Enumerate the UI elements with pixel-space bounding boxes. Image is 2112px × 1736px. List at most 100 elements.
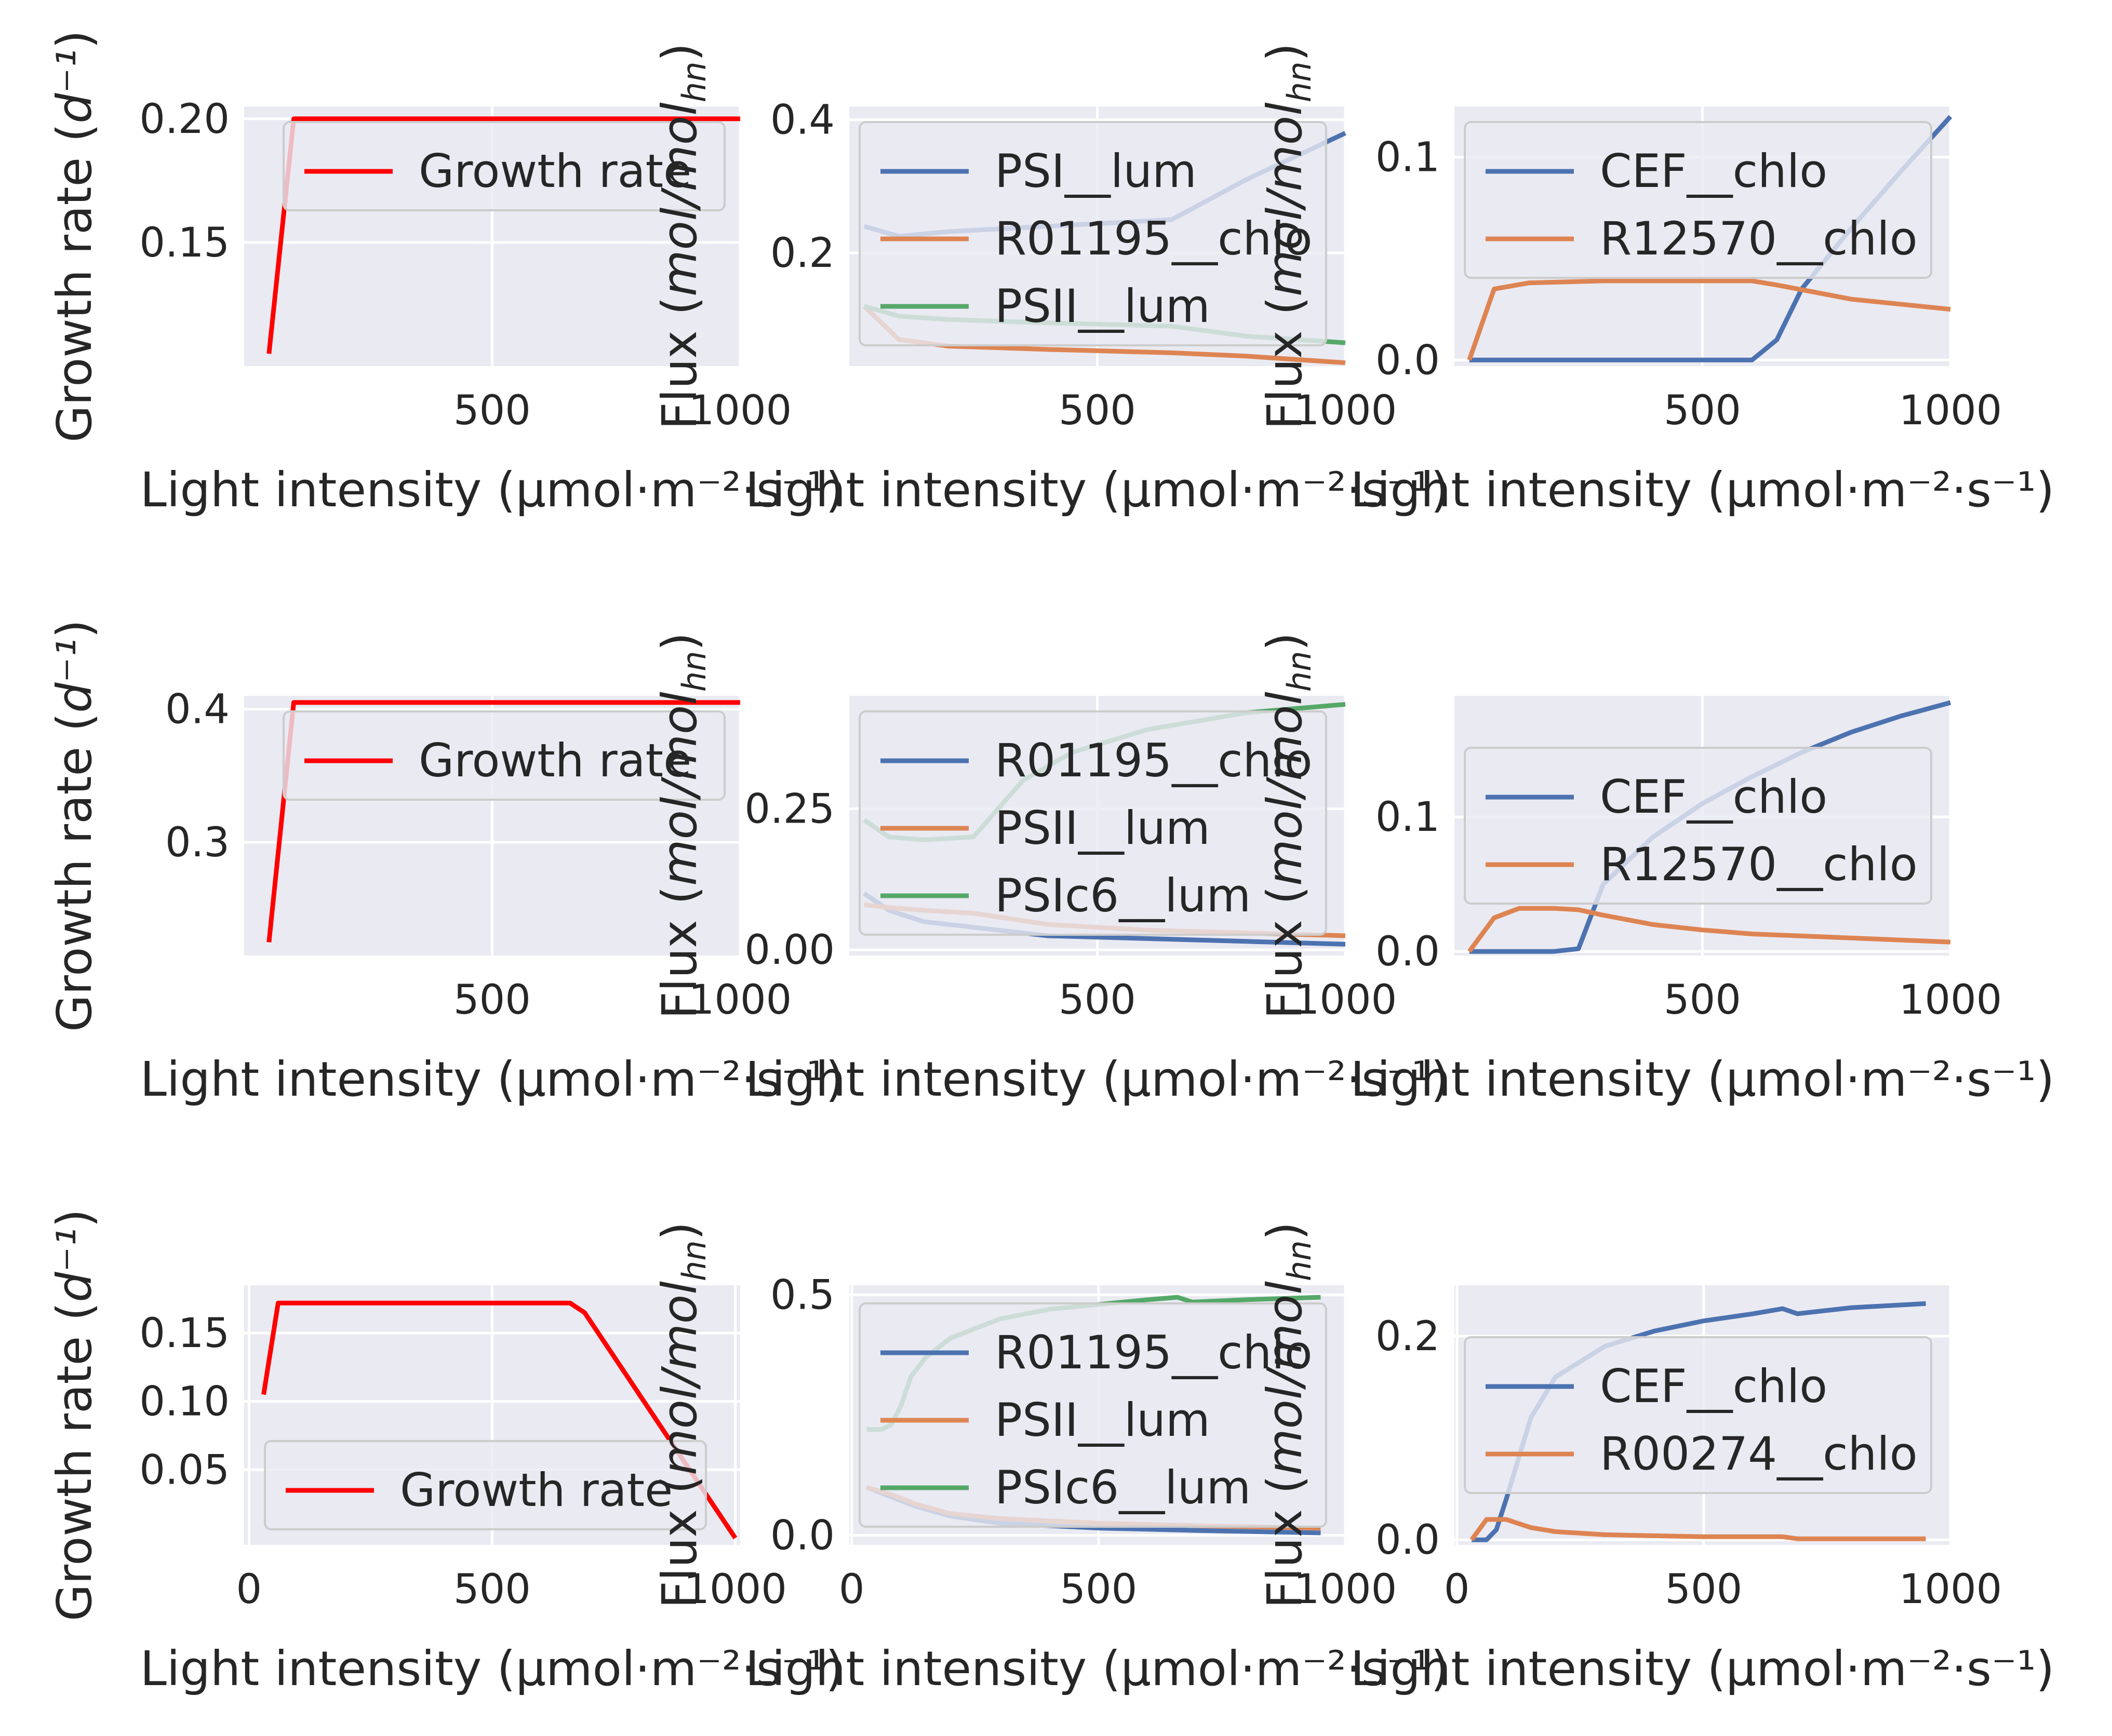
y-axis-label: Flux (mol/molhn) bbox=[1257, 43, 1318, 430]
x-tick-label: 500 bbox=[1059, 977, 1136, 1024]
legend-box bbox=[1464, 1336, 1932, 1494]
x-tick-label: 0 bbox=[839, 1566, 865, 1613]
y-axis-label: Flux (mol/molhn) bbox=[652, 43, 713, 430]
x-tick-label: 1000 bbox=[1899, 1566, 2002, 1613]
y-axis-label: Growth rate (d⁻¹) bbox=[47, 30, 102, 442]
y-tick-label: 0.15 bbox=[139, 1310, 230, 1357]
legend-label: PSIc6__lum bbox=[995, 1461, 1251, 1514]
x-tick-label: 500 bbox=[1060, 1566, 1137, 1613]
subplot-2: 500 1000 0.2 0.4 Light intensity (μmol·m⁻²·s… bbox=[652, 43, 1449, 518]
y-axis-label: Flux (mol/molhn) bbox=[652, 633, 713, 1019]
y-tick-label: 0.2 bbox=[770, 230, 835, 277]
legend-box bbox=[1464, 121, 1932, 279]
x-axis-label: Light intensity (μmol·m⁻²·s⁻¹) bbox=[1351, 462, 2055, 518]
legend: Growth rate bbox=[264, 1440, 707, 1530]
x-tick-label: 500 bbox=[1664, 977, 1741, 1024]
x-axis-label: Light intensity (μmol·m⁻²·s⁻¹) bbox=[140, 462, 845, 518]
legend-box bbox=[1464, 747, 1932, 905]
y-tick-label: 0.5 bbox=[770, 1272, 835, 1319]
y-tick-label: 0.0 bbox=[1375, 1517, 1440, 1564]
y-axis-label: Growth rate (d⁻¹) bbox=[47, 1209, 102, 1621]
legend: CEF__chlo R00274__chlo bbox=[1464, 1336, 1932, 1494]
legend-label: PSII__lum bbox=[995, 279, 1210, 333]
subplot-7: 0 500 1000 0.05 0.10 0.15 Light intensity (μmo… bbox=[47, 1209, 844, 1697]
legend-label: CEF__chlo bbox=[1600, 770, 1827, 824]
x-axis-label: Light intensity (μmol·m⁻²·s⁻¹) bbox=[745, 1052, 1450, 1107]
legend-box bbox=[283, 710, 726, 801]
series-line-Growth rate bbox=[261, 1300, 738, 1540]
x-tick-label: 500 bbox=[453, 977, 531, 1024]
legend-box bbox=[283, 121, 726, 211]
series-line-R00274__chlo bbox=[1469, 1517, 1926, 1541]
y-axis-label: Growth rate (d⁻¹) bbox=[47, 620, 102, 1032]
legend-box bbox=[859, 121, 1327, 346]
subplot-1: 500 1000 0.15 0.20 Light intensity (μmol·m⁻²… bbox=[47, 30, 844, 518]
y-tick-label: 0.15 bbox=[139, 220, 230, 266]
legend-label: R01195__chlo bbox=[995, 212, 1313, 265]
series-line-R12570__chlo bbox=[1467, 906, 1951, 953]
y-tick-label: 0.4 bbox=[165, 687, 230, 733]
subplot-4: 500 1000 0.3 0.4 Light intensity (μmol·m⁻²·s… bbox=[47, 620, 844, 1107]
x-axis-label: Light intensity (μmol·m⁻²·s⁻¹) bbox=[1351, 1052, 2055, 1107]
legend: CEF__chlo R12570__chlo bbox=[1464, 121, 1932, 279]
y-tick-label: 0.1 bbox=[1375, 794, 1440, 841]
x-axis-label: Light intensity (μmol·m⁻²·s⁻¹) bbox=[745, 462, 1450, 518]
y-tick-label: 0.0 bbox=[1375, 928, 1440, 975]
legend-label: Growth rate bbox=[400, 1463, 673, 1517]
legend-label: PSIc6__lum bbox=[995, 869, 1251, 922]
y-tick-label: 0.05 bbox=[139, 1447, 230, 1493]
legend-box bbox=[859, 710, 1327, 936]
legend-label: CEF__chlo bbox=[1600, 144, 1827, 198]
x-axis-label: Light intensity (μmol·m⁻²·s⁻¹) bbox=[140, 1052, 845, 1107]
y-tick-label: 0.2 bbox=[1375, 1313, 1440, 1360]
series-line-Growth rate bbox=[266, 116, 740, 354]
y-tick-label: 0.25 bbox=[744, 786, 835, 832]
y-tick-label: 0.0 bbox=[770, 1512, 835, 1559]
legend-label: CEF__chlo bbox=[1600, 1360, 1827, 1413]
legend-label: R01195__chlo bbox=[995, 1326, 1313, 1379]
legend: Growth rate bbox=[283, 121, 726, 211]
x-axis-label: Light intensity (μmol·m⁻²·s⁻¹) bbox=[1351, 1641, 2055, 1697]
x-tick-label: 500 bbox=[1664, 387, 1741, 434]
x-tick-label: 0 bbox=[1444, 1566, 1470, 1613]
x-tick-label: 500 bbox=[1059, 387, 1136, 434]
y-tick-label: 0.4 bbox=[770, 97, 835, 144]
x-axis-label: Light intensity (μmol·m⁻²·s⁻¹) bbox=[745, 1641, 1450, 1697]
x-tick-label: 1000 bbox=[1294, 387, 1397, 434]
x-axis-label: Light intensity (μmol·m⁻²·s⁻¹) bbox=[140, 1641, 845, 1697]
y-tick-label: 0.10 bbox=[139, 1379, 230, 1425]
y-axis-label: Flux (mol/molhn) bbox=[1257, 1222, 1318, 1609]
legend-label: R00274__chlo bbox=[1600, 1427, 1918, 1481]
y-tick-label: 0.1 bbox=[1375, 134, 1440, 181]
x-tick-label: 0 bbox=[236, 1566, 262, 1613]
legend-label: R12570__chlo bbox=[1600, 838, 1918, 891]
y-axis-label: Flux (mol/molhn) bbox=[652, 1222, 713, 1609]
legend-box bbox=[264, 1440, 707, 1530]
subplot-6: 500 1000 0.0 0.1 Light intensity (μmol·m⁻²·s… bbox=[1257, 633, 2054, 1107]
y-tick-label: 0.00 bbox=[744, 927, 835, 974]
legend-label: PSI__lum bbox=[995, 144, 1197, 198]
y-tick-label: 0.20 bbox=[139, 96, 230, 143]
x-tick-label: 1000 bbox=[1899, 977, 2002, 1024]
x-tick-label: 500 bbox=[453, 1566, 531, 1613]
legend: Growth rate bbox=[283, 710, 726, 801]
x-tick-label: 500 bbox=[1665, 1566, 1742, 1613]
legend-label: R01195__chlo bbox=[995, 734, 1313, 787]
x-tick-label: 1000 bbox=[689, 977, 792, 1024]
x-tick-label: 1000 bbox=[684, 1566, 787, 1613]
legend-label: Growth rate bbox=[419, 734, 691, 787]
y-tick-label: 0.0 bbox=[1375, 337, 1440, 384]
x-tick-label: 1000 bbox=[1899, 387, 2002, 434]
legend: CEF__chlo R12570__chlo bbox=[1464, 747, 1932, 905]
x-tick-label: 500 bbox=[453, 387, 531, 434]
x-tick-label: 1000 bbox=[1294, 1566, 1397, 1613]
legend-box bbox=[859, 1302, 1327, 1528]
legend: R01195__chlo PSII__lum PSIc6__lum bbox=[859, 710, 1327, 936]
series-line-R12570__chlo bbox=[1467, 278, 1951, 361]
legend-label: PSII__lum bbox=[995, 801, 1210, 855]
y-tick-label: 0.3 bbox=[165, 819, 230, 866]
